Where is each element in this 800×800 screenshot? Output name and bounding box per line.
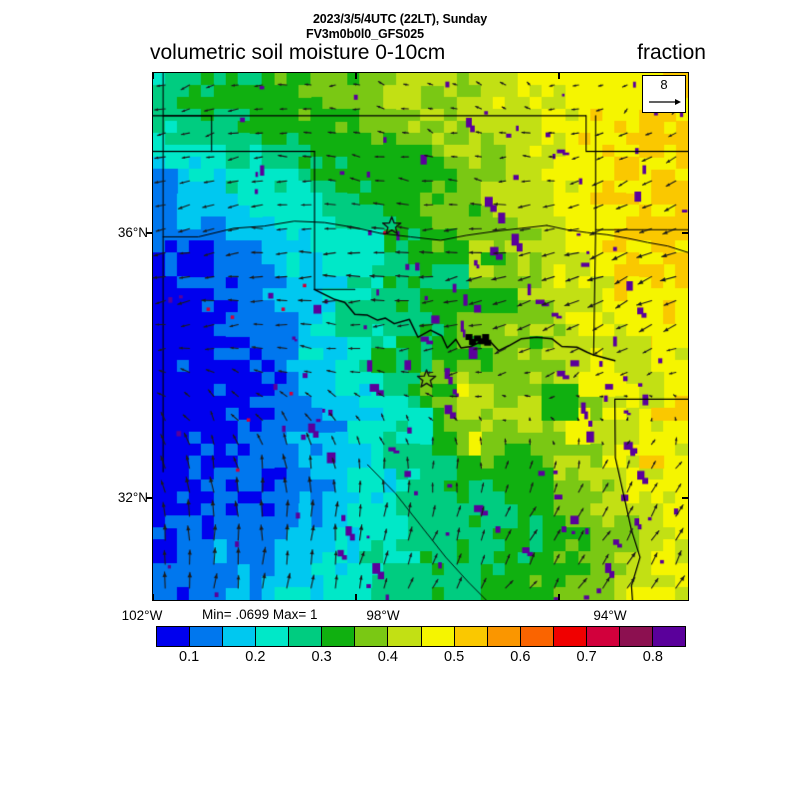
colorbar-tick-0.7: 0.7 xyxy=(576,649,597,665)
lon-tick-94w xyxy=(558,594,560,601)
colorbar-segment-3 xyxy=(256,627,290,646)
colorbar-tick-labels: 0.1 0.2 0.3 0.4 0.5 0.6 0.7 0.8 xyxy=(156,649,686,669)
lon-label-102w: 102°W xyxy=(121,608,163,623)
colorbar-segment-0 xyxy=(157,627,191,646)
lon-tick-102w-top xyxy=(152,72,154,79)
colorbar-segment-4 xyxy=(289,627,323,646)
lon-label-98w: 98°W xyxy=(366,608,400,623)
colorbar-segment-15 xyxy=(652,627,685,646)
lat-label-36n: 36°N xyxy=(117,225,148,240)
colorbar-tick-0.2: 0.2 xyxy=(245,649,266,665)
lon-tick-94w-top xyxy=(558,72,560,79)
colorbar-segment-9 xyxy=(454,627,488,646)
colorbar-segment-6 xyxy=(355,627,389,646)
lon-tick-98w-top xyxy=(355,72,357,79)
lat-tick-36n-right xyxy=(682,232,689,234)
page-title: volumetric soil moisture 0-10cm xyxy=(150,41,446,64)
colorbar-tick-0.4: 0.4 xyxy=(377,649,398,665)
map-plot-area[interactable]: 8 xyxy=(152,72,689,601)
colorbar-segment-11 xyxy=(520,627,554,646)
lon-label-94w: 94°W xyxy=(593,608,627,623)
wind-scale-value: 8 xyxy=(660,77,668,92)
colorbar-segment-8 xyxy=(421,627,455,646)
lon-tick-98w xyxy=(355,594,357,601)
colorbar-segment-7 xyxy=(388,627,422,646)
title-model-line: FV3m0b0l0_GFS025 xyxy=(306,27,424,41)
colorbar[interactable] xyxy=(156,626,686,647)
min-max-stats: Min= .0699 Max= 1 xyxy=(202,607,318,622)
colorbar-segment-14 xyxy=(619,627,653,646)
colorbar-tick-0.1: 0.1 xyxy=(179,649,200,665)
colorbar-segment-2 xyxy=(223,627,257,646)
colorbar-segment-10 xyxy=(487,627,521,646)
lat-tick-32n xyxy=(146,497,153,499)
colorbar-segment-1 xyxy=(190,627,224,646)
colorbar-tick-0.8: 0.8 xyxy=(642,649,663,665)
lon-tick-102w xyxy=(152,594,154,601)
title-date-line: 2023/3/5/4UTC (22LT), Sunday xyxy=(312,12,488,26)
units-label: fraction xyxy=(637,41,706,64)
colorbar-tick-0.5: 0.5 xyxy=(444,649,465,665)
colorbar-segment-12 xyxy=(553,627,587,646)
lat-tick-32n-right xyxy=(682,497,689,499)
lat-label-32n: 32°N xyxy=(117,490,148,505)
colorbar-segment-13 xyxy=(586,627,620,646)
colorbar-tick-0.3: 0.3 xyxy=(311,649,332,665)
wind-vector-arrow-icon xyxy=(643,94,685,112)
colorbar-tick-0.6: 0.6 xyxy=(510,649,531,665)
wind-scale-legend: 8 xyxy=(642,75,686,113)
lat-tick-36n xyxy=(146,232,153,234)
colorbar-segment-5 xyxy=(322,627,356,646)
soil-moisture-raster xyxy=(153,73,688,600)
